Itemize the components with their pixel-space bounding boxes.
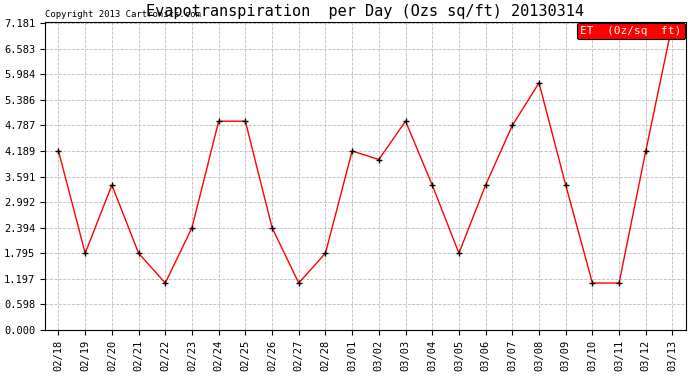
Title: Evapotranspiration  per Day (Ozs sq/ft) 20130314: Evapotranspiration per Day (Ozs sq/ft) 2…	[146, 4, 584, 19]
Text: Copyright 2013 Cartronics.com: Copyright 2013 Cartronics.com	[45, 10, 201, 19]
Legend: ET  (0z/sq  ft): ET (0z/sq ft)	[578, 23, 684, 39]
